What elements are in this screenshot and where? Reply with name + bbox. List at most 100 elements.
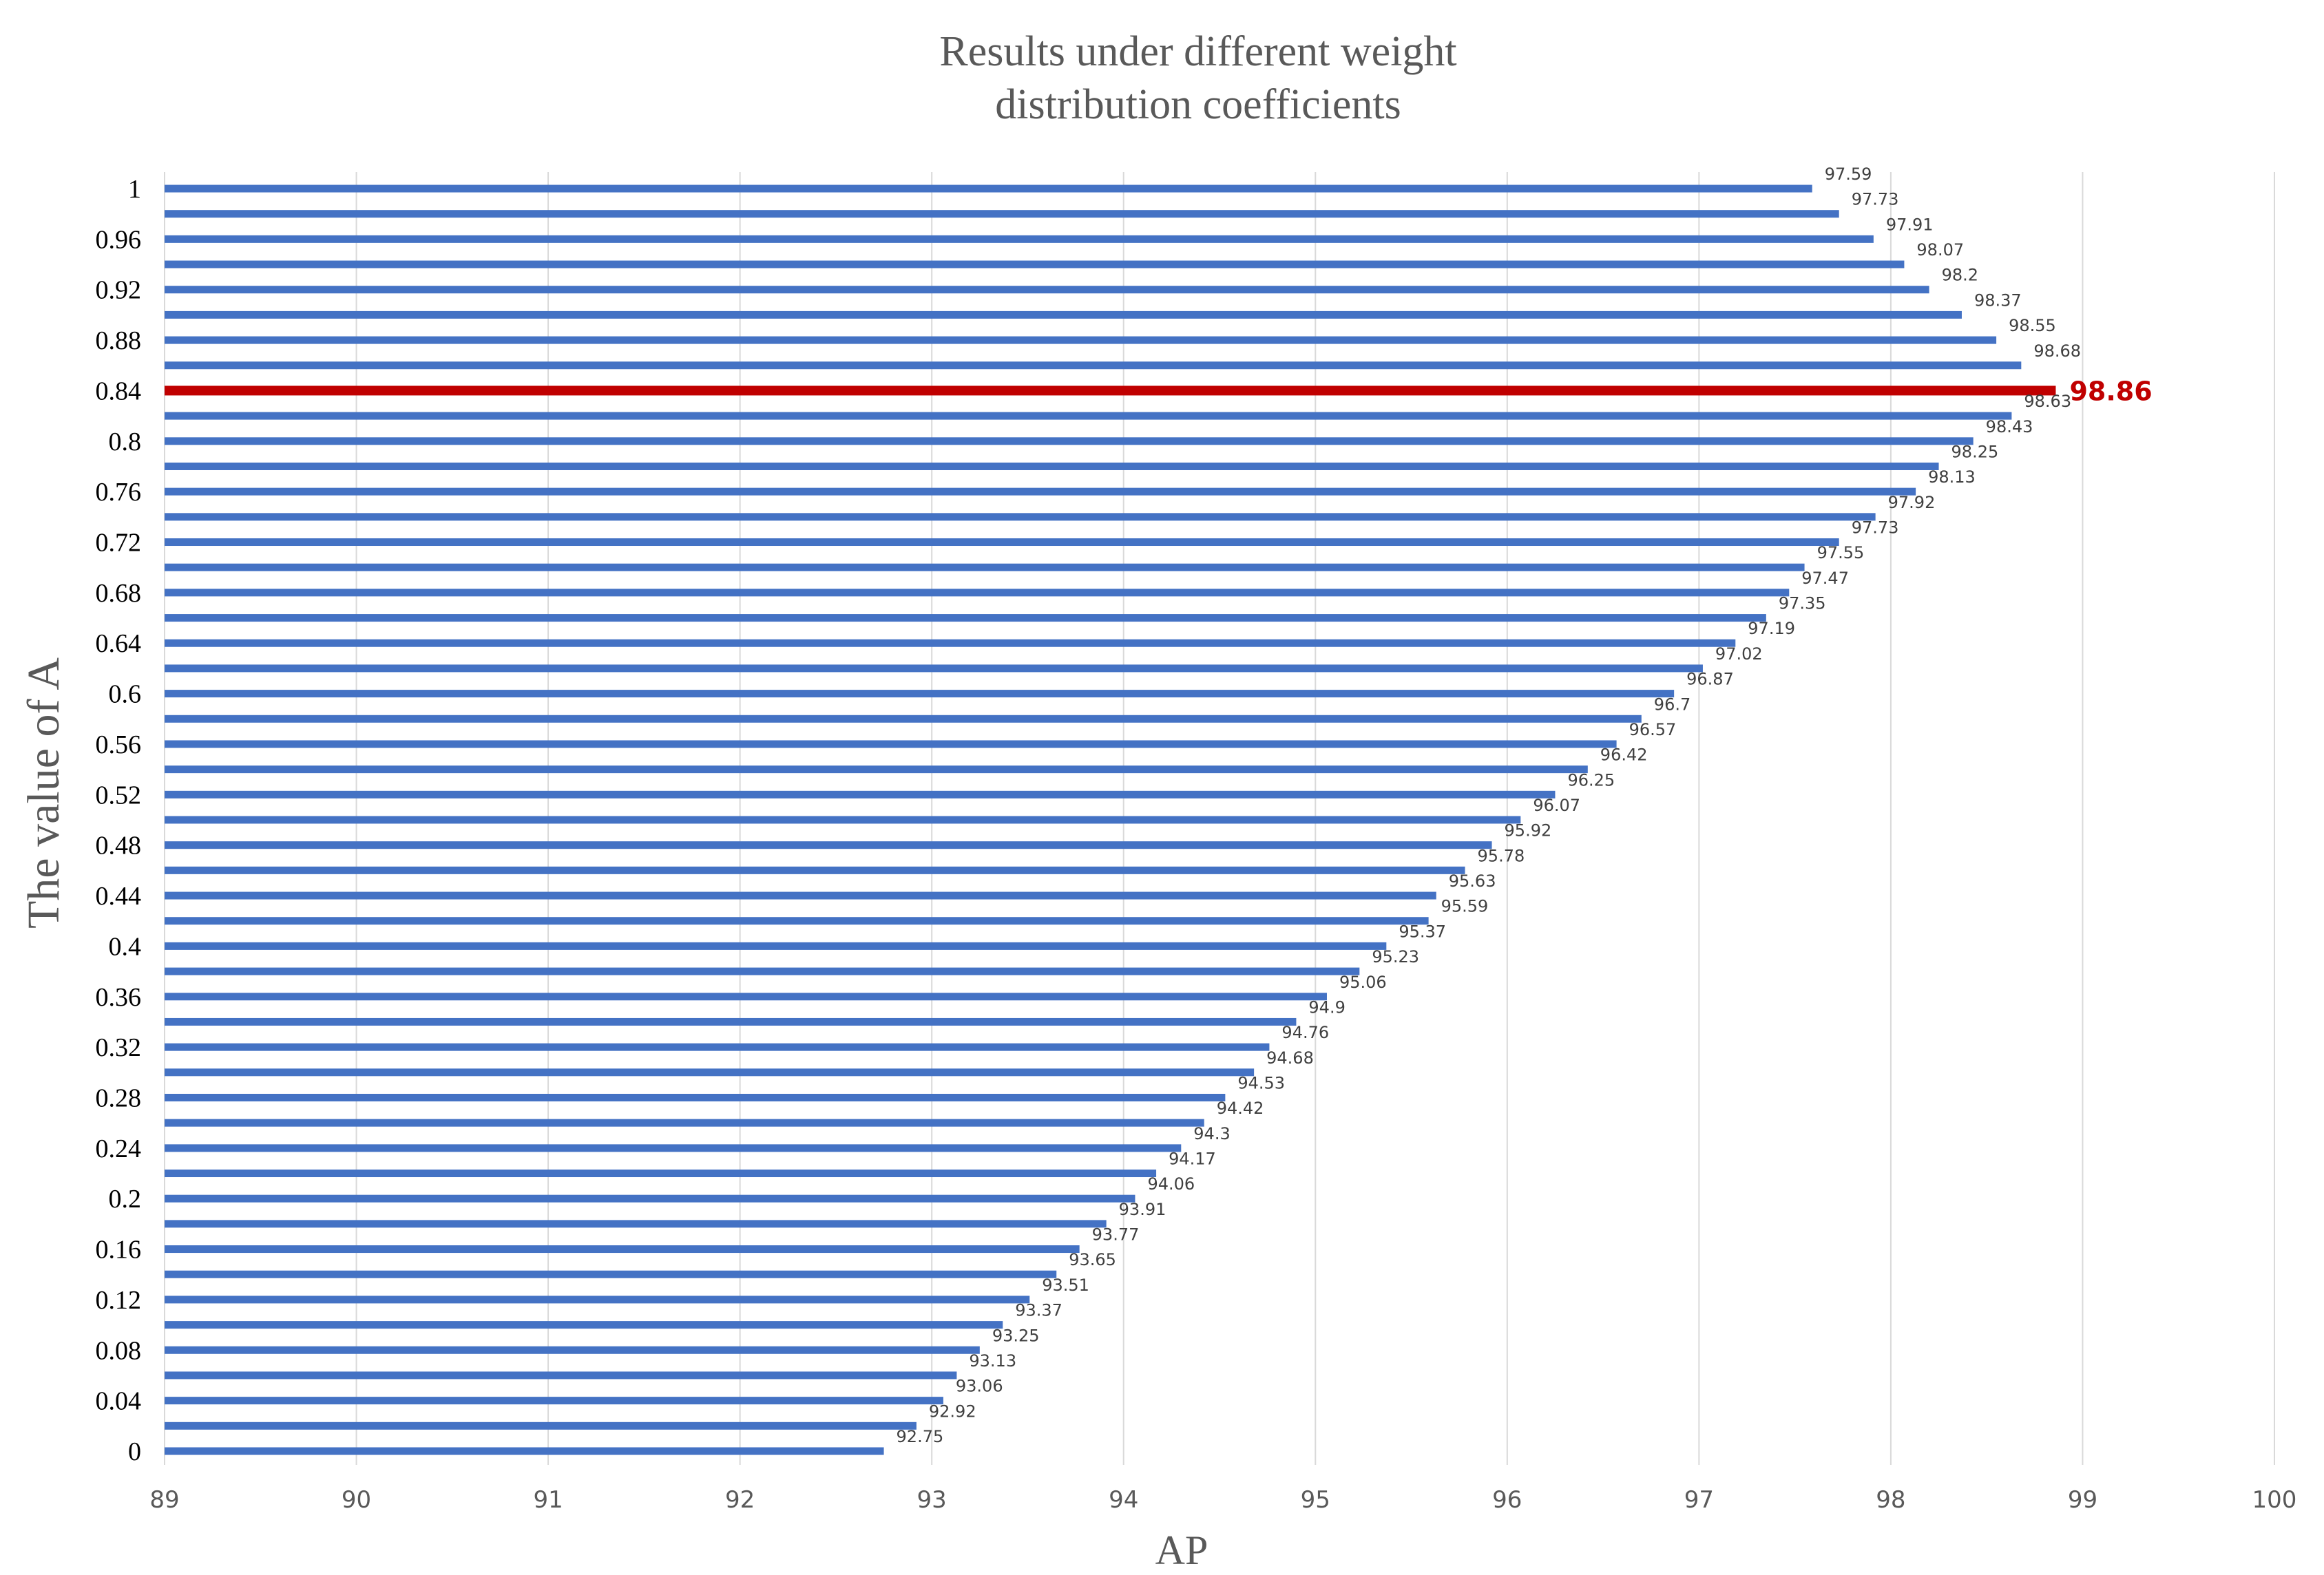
bar [165, 1119, 1204, 1127]
y-tick-label: 0.92 [96, 276, 142, 305]
bar [165, 740, 1617, 748]
y-tick-label: 0.88 [96, 326, 142, 355]
y-axis-tick-labels: 1 0.96 0.92 0.88 0.84 0.8 0.76 0.72 0.68 0.64 0.6 0… [96, 175, 142, 1466]
bar [165, 235, 1874, 243]
data-label: 96.87 [1686, 670, 1734, 689]
data-label: 93.13 [969, 1351, 1016, 1371]
bar [165, 1346, 980, 1354]
bar [165, 1447, 884, 1455]
x-tick-label: 91 [533, 1486, 563, 1514]
bar [165, 260, 1905, 268]
data-labels: 97.59 97.73 97.91 98.07 98.2 98.37 98.55 98.68 9… [897, 165, 2153, 1446]
bar [165, 841, 1492, 849]
bar [165, 1043, 1270, 1051]
bar [165, 412, 2012, 420]
bar [165, 1296, 1030, 1304]
data-label: 96.57 [1629, 720, 1677, 739]
data-label: 94.42 [1217, 1099, 1264, 1118]
bar [165, 1421, 917, 1430]
y-tick-label: 0.12 [96, 1286, 142, 1315]
bar [165, 1397, 943, 1405]
x-tick-label: 92 [725, 1486, 755, 1514]
y-tick-label: 0.24 [96, 1134, 142, 1163]
data-label: 95.92 [1505, 821, 1552, 841]
bar [165, 487, 1916, 496]
data-label: 97.19 [1748, 619, 1795, 638]
y-tick-label: 0.48 [96, 832, 142, 860]
data-label: 98.13 [1928, 467, 1976, 487]
bar [165, 1068, 1255, 1077]
y-tick-label: 0 [128, 1437, 141, 1466]
chart-title: Results under different weight distribut… [939, 28, 1456, 128]
bar [165, 1270, 1057, 1278]
data-label: 93.37 [1015, 1301, 1062, 1320]
bar [165, 765, 1588, 774]
y-tick-label: 0.6 [109, 680, 142, 709]
bar-highlighted [165, 385, 2056, 396]
data-label: 97.91 [1886, 215, 1934, 234]
y-tick-label: 0.72 [96, 529, 142, 558]
data-label: 94.76 [1281, 1023, 1329, 1042]
bars [165, 184, 2056, 1455]
data-label: 97.47 [1801, 569, 1849, 588]
data-label: 93.91 [1119, 1200, 1166, 1219]
data-label: 98.55 [2009, 316, 2056, 335]
y-axis-title: The value of A [19, 657, 69, 929]
bar [165, 184, 1812, 193]
data-label: 95.06 [1339, 973, 1387, 992]
data-label: 94.68 [1266, 1048, 1314, 1068]
y-tick-label: 0.68 [96, 579, 142, 608]
bar [165, 1371, 957, 1380]
bar [165, 1245, 1080, 1254]
bar [165, 790, 1556, 799]
data-label: 98.2 [1942, 266, 1978, 285]
data-label: 96.7 [1654, 695, 1690, 714]
bar [165, 967, 1360, 975]
data-label: 98.63 [2024, 392, 2071, 411]
bar [165, 1170, 1157, 1178]
data-label: 98.68 [2033, 341, 2081, 361]
y-tick-label: 0.28 [96, 1084, 142, 1112]
bar [165, 538, 1839, 547]
data-label: 98.25 [1951, 442, 1999, 461]
bar [165, 891, 1436, 900]
bar [165, 310, 1962, 319]
bar [165, 614, 1766, 622]
data-label: 93.06 [956, 1377, 1003, 1396]
bar [165, 1017, 1297, 1026]
y-tick-label: 0.32 [96, 1033, 142, 1062]
x-tick-label: 99 [2068, 1486, 2097, 1514]
data-label: 93.65 [1069, 1250, 1116, 1269]
chart-title-line-1: Results under different weight [939, 28, 1456, 75]
data-label: 95.59 [1441, 897, 1489, 916]
y-tick-label: 0.8 [109, 427, 142, 456]
data-label: 95.37 [1399, 922, 1446, 941]
x-axis-tick-labels: 89 90 91 92 93 94 95 96 97 98 99 100 [149, 1486, 2296, 1514]
bar [165, 1194, 1135, 1203]
data-label: 97.73 [1852, 518, 1899, 538]
bar [165, 286, 1929, 294]
bar [165, 1093, 1226, 1101]
y-tick-label: 1 [128, 175, 141, 204]
y-tick-label: 0.52 [96, 781, 142, 810]
bar [165, 513, 1876, 521]
bar [165, 866, 1465, 874]
data-label: 96.07 [1533, 796, 1580, 815]
bar [165, 942, 1387, 950]
x-tick-label: 97 [1684, 1486, 1714, 1514]
x-tick-label: 93 [917, 1486, 947, 1514]
bar [165, 589, 1790, 597]
data-label-highlighted: 98.86 [2069, 376, 2152, 406]
data-label: 94.3 [1193, 1124, 1230, 1143]
x-tick-label: 96 [1492, 1486, 1522, 1514]
x-tick-label: 95 [1301, 1486, 1330, 1514]
data-label: 95.63 [1449, 871, 1496, 891]
bar [165, 1321, 1003, 1329]
data-label: 92.75 [897, 1427, 944, 1446]
x-tick-label: 98 [1876, 1486, 1905, 1514]
data-label: 94.17 [1169, 1150, 1216, 1169]
data-label: 97.73 [1852, 190, 1899, 209]
bar [165, 462, 1939, 470]
data-label: 98.07 [1916, 240, 1964, 260]
